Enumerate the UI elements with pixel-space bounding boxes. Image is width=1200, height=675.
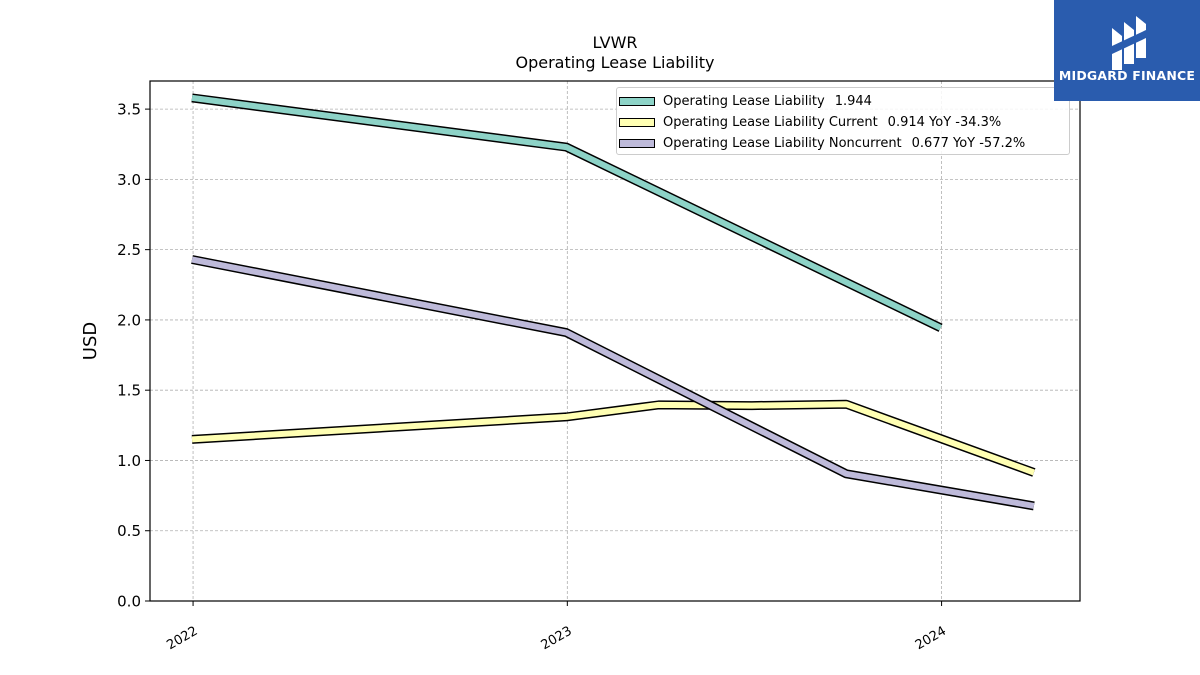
series-outline [191,399,1036,477]
y-tick-label: 0.0 [117,593,141,611]
legend-swatch [619,138,655,148]
y-tick-label: 3.5 [117,101,141,119]
legend-item: Operating Lease Liability Noncurrent 0.6… [619,134,1025,152]
logo-text: MIDGARD FINANCE [1058,68,1196,83]
legend-value: 0.677 YoY -57.2% [911,135,1026,151]
y-tick-label: 1.5 [117,382,141,400]
y-tick-label: 1.0 [117,452,141,470]
y-tick-label: 3.0 [117,171,141,189]
legend-item: Operating Lease Liability Current 0.914 … [619,113,1001,131]
chart-subtitle: Operating Lease Liability [515,53,715,72]
legend-label: Operating Lease Liability Noncurrent [663,135,902,151]
legend-label: Operating Lease Liability Current [663,114,878,130]
chart-title: LVWR [592,33,638,52]
plot-frame [149,80,1081,602]
y-tick-label: 2.5 [117,241,141,259]
legend-label: Operating Lease Liability [663,93,825,109]
legend-swatch [619,96,655,106]
logo-mark-icon [1112,16,1146,70]
series-line [191,94,942,331]
legend-value: 1.944 [834,93,872,109]
x-tick-label: 2023 [539,624,575,654]
series-line [191,256,1035,509]
x-tick-label: 2022 [164,624,200,654]
legend-value: 0.914 YoY -34.3% [887,114,1002,130]
legend-swatch [619,117,655,127]
y-axis-label: USD [80,322,101,360]
brand-logo: MIDGARD FINANCE [1054,0,1200,101]
y-tick-label: 0.5 [117,522,141,540]
series-outline [191,255,1035,511]
chart-legend: Operating Lease Liability 1.944 Operatin… [616,87,1070,155]
x-tick-label: 2024 [913,624,949,654]
legend-item: Operating Lease Liability 1.944 [619,92,872,110]
y-tick-label: 2.0 [117,311,141,329]
